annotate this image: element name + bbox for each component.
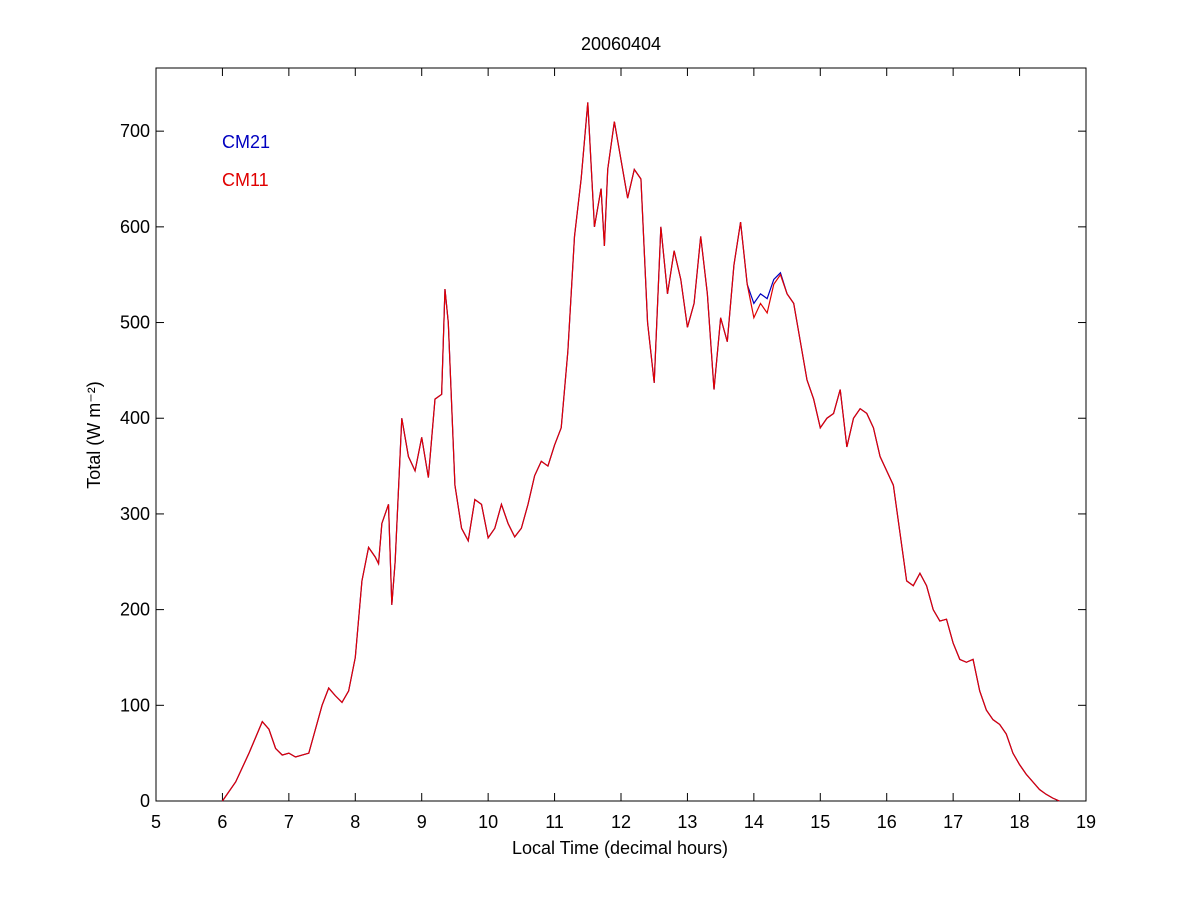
x-tick-label: 14 bbox=[744, 812, 764, 832]
y-tick-label: 700 bbox=[120, 121, 150, 141]
x-tick-label: 8 bbox=[350, 812, 360, 832]
chart-title: 20060404 bbox=[581, 34, 661, 54]
x-tick-label: 15 bbox=[810, 812, 830, 832]
y-tick-label: 100 bbox=[120, 695, 150, 715]
legend-entry: CM21 bbox=[222, 132, 270, 152]
y-tick-label: 600 bbox=[120, 217, 150, 237]
y-tick-label: 300 bbox=[120, 504, 150, 524]
x-tick-label: 5 bbox=[151, 812, 161, 832]
x-tick-label: 16 bbox=[877, 812, 897, 832]
x-tick-label: 11 bbox=[545, 812, 564, 832]
x-tick-label: 19 bbox=[1076, 812, 1096, 832]
x-tick-label: 6 bbox=[217, 812, 227, 832]
y-tick-label: 500 bbox=[120, 313, 150, 333]
y-tick-label: 0 bbox=[140, 791, 150, 811]
legend-entry: CM11 bbox=[222, 170, 269, 190]
x-axis-label: Local Time (decimal hours) bbox=[512, 838, 728, 858]
x-tick-label: 13 bbox=[677, 812, 697, 832]
x-tick-label: 17 bbox=[943, 812, 963, 832]
y-tick-label: 200 bbox=[120, 600, 150, 620]
data-line bbox=[221, 102, 1060, 802]
x-tick-label: 10 bbox=[478, 812, 498, 832]
y-axis-label: Total (W m⁻²) bbox=[84, 381, 104, 489]
x-tick-label: 12 bbox=[611, 812, 631, 832]
x-tick-label: 7 bbox=[284, 812, 294, 832]
x-tick-label: 18 bbox=[1010, 812, 1030, 832]
y-tick-label: 400 bbox=[120, 408, 150, 428]
plot-frame bbox=[155, 67, 1087, 802]
x-tick-label: 9 bbox=[417, 812, 427, 832]
